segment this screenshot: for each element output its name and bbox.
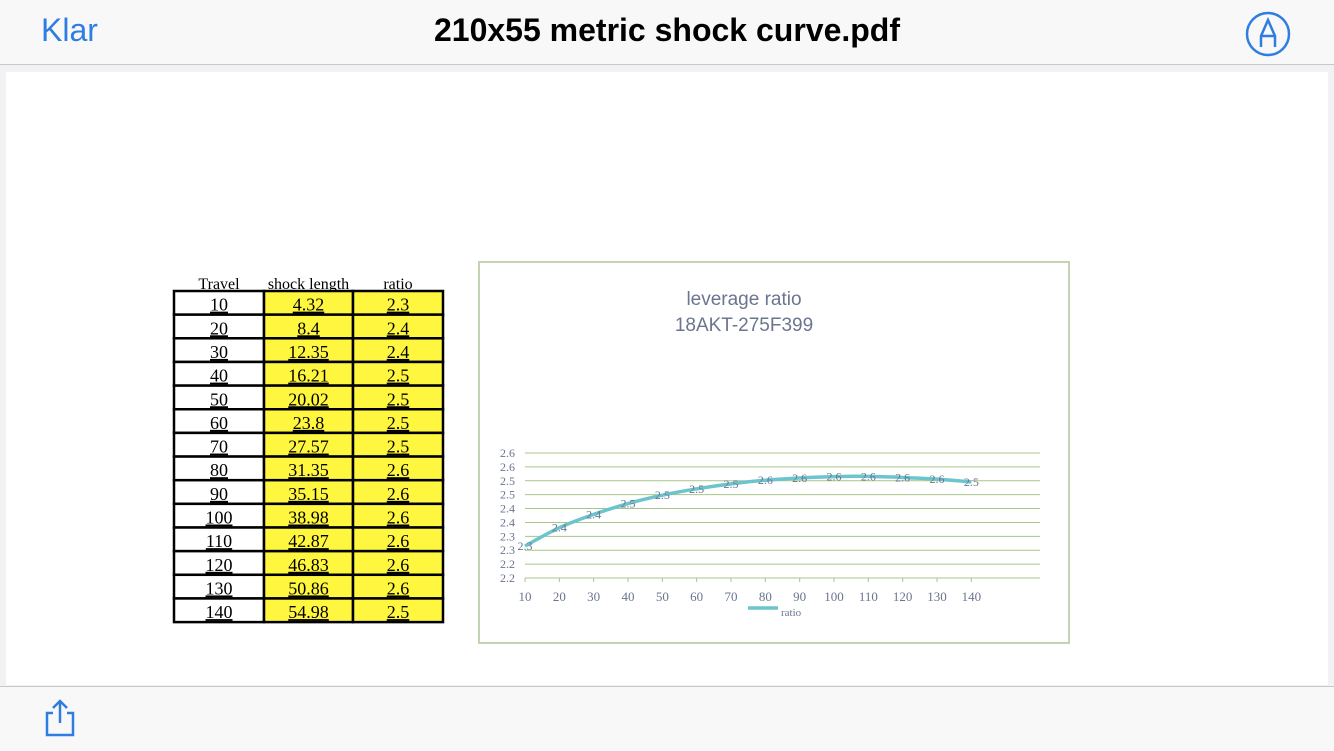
cell-text: 27.57 [288, 437, 329, 457]
cell-text: 2.5 [387, 437, 410, 457]
legend-label: ratio [781, 607, 802, 619]
data-label: 2.6 [895, 470, 910, 484]
data-label: 2.4 [552, 521, 567, 535]
y-tick-label: 2.5 [500, 474, 515, 488]
data-label: 2.4 [586, 507, 601, 521]
y-tick-label: 2.2 [500, 571, 515, 585]
cell-text: 2.6 [387, 578, 410, 598]
x-tick-label: 120 [893, 589, 913, 604]
cell-text: 2.6 [387, 508, 410, 528]
x-tick-label: 130 [927, 589, 947, 604]
x-tick-label: 80 [759, 589, 772, 604]
data-label: 2.5 [689, 482, 704, 496]
cell-text: 46.83 [288, 555, 329, 575]
data-label: 2.3 [518, 539, 533, 553]
cell-text: 2.5 [387, 366, 410, 386]
markup-button[interactable] [1244, 10, 1292, 58]
table-header: ratio [383, 276, 412, 293]
y-tick-label: 2.4 [500, 502, 515, 516]
document: Travel shock length ratio 10 4.32 2.3 20 8.4 2.4… [172, 261, 1070, 644]
x-tick-label: 90 [793, 589, 806, 604]
x-tick-label: 140 [962, 589, 982, 604]
cell-text: 2.6 [387, 555, 410, 575]
cell-text: 2.5 [387, 389, 410, 409]
x-tick-label: 10 [519, 589, 532, 604]
x-tick-label: 50 [656, 589, 669, 604]
cell-text: 2.4 [387, 342, 410, 362]
cell-text: 110 [206, 531, 232, 551]
cell-text: 130 [206, 578, 233, 598]
cell-text: 2.6 [387, 531, 410, 551]
cell-text: 23.8 [293, 413, 325, 433]
data-label: 2.6 [827, 470, 842, 484]
back-button[interactable]: Klar [41, 12, 98, 48]
cell-text: 2.5 [387, 602, 410, 622]
cell-text: 10 [210, 295, 228, 315]
data-line [524, 474, 972, 548]
data-label: 2.5 [655, 488, 670, 502]
cell-text: 54.98 [288, 602, 329, 622]
table-cell [351, 597, 445, 624]
data-label: 2.5 [621, 497, 636, 511]
y-tick-label: 2.2 [500, 557, 515, 571]
y-tick-label: 2.6 [500, 446, 515, 460]
cell-text: 4.32 [293, 295, 325, 315]
data-label: 2.6 [930, 472, 945, 486]
x-tick-label: 60 [690, 589, 703, 604]
data-label: 2.5 [964, 475, 979, 489]
y-tick-label: 2.4 [500, 515, 515, 529]
cell-text: 80 [210, 460, 228, 480]
cell-text: 60 [210, 413, 228, 433]
cell-text: 50 [210, 389, 228, 409]
data-label: 2.5 [724, 477, 739, 491]
data-label: 2.6 [758, 473, 773, 487]
cell-text: 31.35 [288, 460, 329, 480]
y-tick-label: 2.5 [500, 488, 515, 502]
x-tick-label: 30 [587, 589, 600, 604]
y-tick-label: 2.3 [500, 529, 515, 543]
cell-text: 100 [206, 508, 233, 528]
data-label: 2.6 [861, 469, 876, 483]
cell-text: 12.35 [288, 342, 329, 362]
cell-text: 42.87 [288, 531, 329, 551]
data-label: 2.6 [792, 471, 807, 485]
cell-text: 2.6 [387, 484, 410, 504]
cell-text: 2.5 [387, 413, 410, 433]
cell-text: 16.21 [288, 366, 329, 386]
x-tick-label: 110 [859, 589, 878, 604]
cell-text: 120 [206, 555, 233, 575]
table-header: Travel [198, 276, 240, 293]
share-button[interactable] [42, 699, 78, 739]
cell-text: 20 [210, 318, 228, 338]
x-tick-label: 70 [725, 589, 738, 604]
cell-text: 50.86 [288, 578, 329, 598]
cell-text: 35.15 [288, 484, 329, 504]
cell-text: 8.4 [297, 318, 320, 338]
cell-text: 2.4 [387, 318, 410, 338]
chart-subtitle: 18AKT-275F399 [675, 315, 813, 336]
cell-text: 30 [210, 342, 228, 362]
y-tick-label: 2.3 [500, 543, 515, 557]
y-tick-label: 2.6 [500, 460, 515, 474]
cell-text: 20.02 [288, 389, 329, 409]
toolbar [0, 686, 1334, 751]
x-tick-label: 100 [824, 589, 844, 604]
cell-text: 2.3 [387, 295, 410, 315]
cell-text: 140 [206, 602, 233, 622]
cell-text: 40 [210, 366, 228, 386]
table-header: shock length [268, 276, 349, 293]
cell-text: 38.98 [288, 508, 329, 528]
cell-text: 90 [210, 484, 228, 504]
nav-title: 210x55 metric shock curve.pdf [433, 12, 900, 48]
x-tick-label: 40 [622, 589, 635, 604]
chart-title: leverage ratio [686, 289, 801, 310]
x-tick-label: 20 [553, 589, 566, 604]
nav-bar: Klar 210x55 metric shock curve.pdf [0, 0, 1334, 65]
cell-text: 70 [210, 437, 228, 457]
cell-text: 2.6 [387, 460, 410, 480]
